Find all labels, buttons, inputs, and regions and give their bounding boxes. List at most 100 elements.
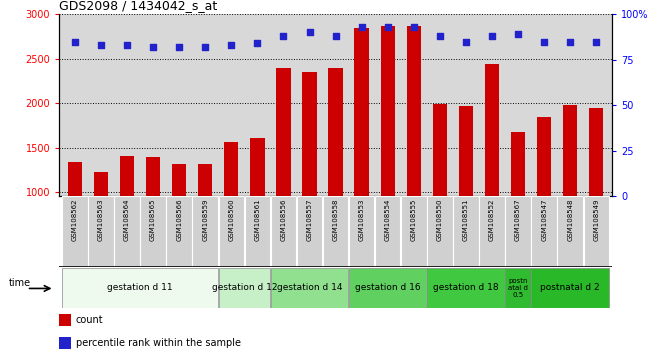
Bar	[59, 314, 71, 326]
Bar	[250, 138, 265, 196]
Point	[304, 30, 315, 35]
Text: GSM108565: GSM108565	[150, 199, 156, 241]
Text: percentile rank within the sample: percentile rank within the sample	[76, 338, 241, 348]
Bar	[172, 165, 186, 196]
Bar	[270, 196, 296, 267]
Bar	[584, 196, 609, 267]
Text: GSM108564: GSM108564	[124, 199, 130, 241]
Text: GSM108561: GSM108561	[255, 199, 261, 241]
Bar	[93, 172, 108, 196]
Text: GSM108557: GSM108557	[307, 199, 313, 241]
Text: GDS2098 / 1434042_s_at: GDS2098 / 1434042_s_at	[59, 0, 218, 12]
Point	[565, 39, 576, 44]
Bar	[427, 268, 505, 308]
Bar	[380, 26, 395, 196]
Point	[95, 42, 106, 48]
Bar	[62, 268, 218, 308]
Text: GSM108558: GSM108558	[332, 199, 339, 241]
Bar	[349, 268, 426, 308]
Point	[591, 39, 601, 44]
Bar	[297, 196, 322, 267]
Bar	[114, 196, 139, 267]
Bar	[120, 156, 134, 196]
Bar	[532, 268, 609, 308]
Point	[252, 40, 263, 46]
Text: GSM108562: GSM108562	[72, 199, 78, 241]
Bar	[537, 117, 551, 196]
Bar	[485, 64, 499, 196]
Point	[200, 44, 211, 50]
Bar	[407, 26, 421, 196]
Point	[434, 33, 445, 39]
Text: GSM108549: GSM108549	[594, 199, 599, 241]
Text: postnatal d 2: postnatal d 2	[540, 283, 600, 292]
Bar	[459, 106, 473, 196]
Point	[226, 42, 237, 48]
Bar	[589, 108, 603, 196]
Bar	[62, 196, 88, 267]
Text: gestation d 18: gestation d 18	[433, 283, 499, 292]
Text: GSM108567: GSM108567	[515, 199, 521, 241]
Bar	[218, 268, 270, 308]
Bar	[146, 157, 161, 196]
Bar	[433, 104, 447, 196]
Point	[513, 32, 523, 37]
Bar	[276, 68, 291, 196]
Bar	[245, 196, 270, 267]
Bar	[192, 196, 218, 267]
Point	[148, 44, 159, 50]
Text: postn
atal d
0.5: postn atal d 0.5	[508, 278, 528, 298]
Bar	[375, 196, 401, 267]
Text: gestation d 16: gestation d 16	[355, 283, 420, 292]
Text: GSM108559: GSM108559	[202, 199, 208, 241]
Text: gestation d 14: gestation d 14	[277, 283, 342, 292]
Text: GSM108563: GSM108563	[98, 199, 104, 241]
Point	[278, 33, 289, 39]
Point	[382, 24, 393, 30]
Text: count: count	[76, 315, 103, 325]
Bar	[302, 72, 316, 196]
Bar	[166, 196, 192, 267]
Bar	[218, 196, 244, 267]
Point	[539, 39, 549, 44]
Bar	[427, 196, 453, 267]
Bar	[224, 142, 238, 196]
Bar	[349, 196, 374, 267]
Bar	[401, 196, 426, 267]
Bar	[532, 196, 557, 267]
Text: GSM108560: GSM108560	[228, 199, 234, 241]
Bar	[68, 162, 82, 196]
Bar	[505, 196, 531, 267]
Bar	[140, 196, 166, 267]
Bar	[59, 337, 71, 349]
Text: GSM108551: GSM108551	[463, 199, 469, 241]
Bar	[270, 268, 348, 308]
Bar	[328, 68, 343, 196]
Point	[330, 33, 341, 39]
Point	[409, 24, 419, 30]
Text: gestation d 11: gestation d 11	[107, 283, 173, 292]
Bar	[323, 196, 348, 267]
Bar	[198, 165, 213, 196]
Text: GSM108566: GSM108566	[176, 199, 182, 241]
Bar	[511, 132, 525, 196]
Bar	[453, 196, 479, 267]
Point	[357, 24, 367, 30]
Text: GSM108554: GSM108554	[385, 199, 391, 241]
Text: GSM108555: GSM108555	[411, 199, 417, 241]
Bar	[479, 196, 505, 267]
Text: GSM108550: GSM108550	[437, 199, 443, 241]
Point	[487, 33, 497, 39]
Text: GSM108552: GSM108552	[489, 199, 495, 241]
Bar	[563, 105, 578, 196]
Text: GSM108556: GSM108556	[280, 199, 286, 241]
Point	[70, 39, 80, 44]
Bar	[505, 268, 531, 308]
Point	[461, 39, 471, 44]
Point	[174, 44, 184, 50]
Point	[122, 42, 132, 48]
Text: GSM108547: GSM108547	[541, 199, 547, 241]
Text: gestation d 12: gestation d 12	[212, 283, 277, 292]
Bar	[557, 196, 583, 267]
Bar	[88, 196, 114, 267]
